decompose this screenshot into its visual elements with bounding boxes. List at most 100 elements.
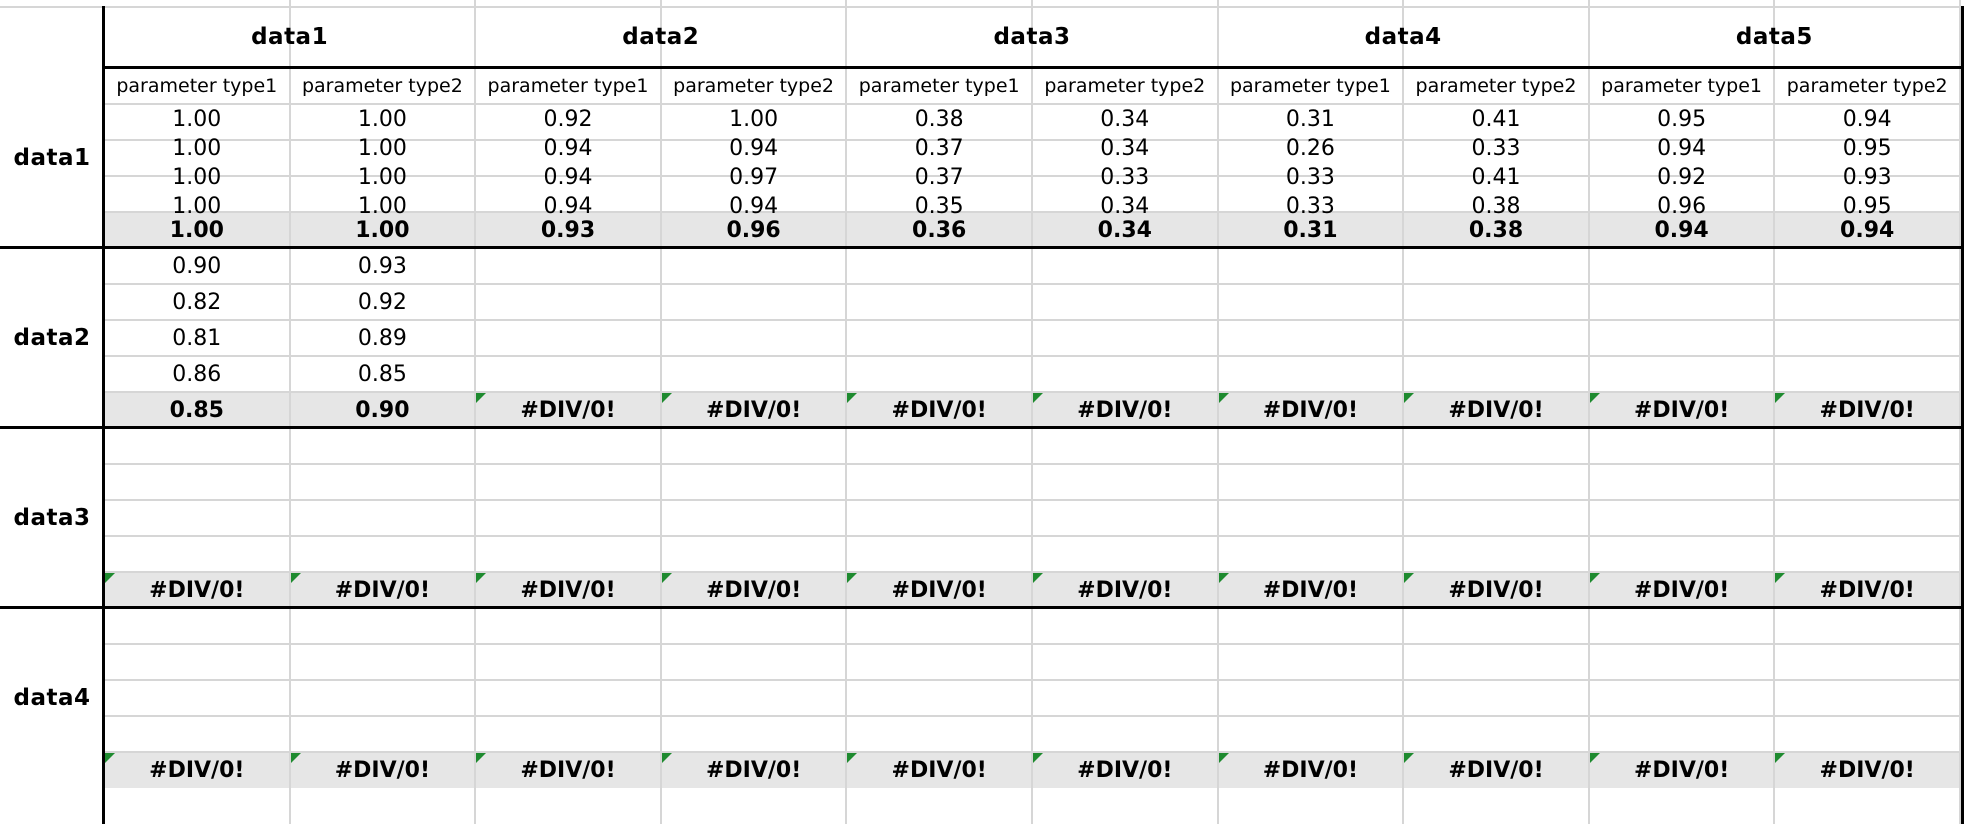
- data-cell[interactable]: 0.37: [914, 136, 964, 161]
- data-cell[interactable]: 0.94: [543, 194, 593, 219]
- data-cell[interactable]: 0.90: [172, 253, 222, 279]
- data-cell[interactable]: [475, 464, 661, 500]
- data-cell[interactable]: [290, 644, 476, 680]
- data-cell[interactable]: 0.38: [914, 107, 964, 132]
- data-cell[interactable]: [1403, 500, 1589, 536]
- average-cell[interactable]: 0.94: [1654, 217, 1709, 243]
- data-cell[interactable]: 0.92: [357, 289, 407, 315]
- data-cell[interactable]: 0.37: [914, 165, 964, 190]
- data-cell[interactable]: [846, 608, 1032, 644]
- data-cell[interactable]: [475, 680, 661, 716]
- data-cell[interactable]: 0.95: [1657, 107, 1707, 132]
- data-cell[interactable]: [661, 608, 847, 644]
- data-cell[interactable]: [104, 536, 290, 572]
- data-cell[interactable]: [104, 608, 290, 644]
- data-cell[interactable]: [1403, 356, 1589, 392]
- data-cell[interactable]: 0.96: [1657, 194, 1707, 219]
- error-cell[interactable]: #DIV/0!: [1633, 757, 1730, 783]
- data-cell[interactable]: 0.33: [1471, 136, 1521, 161]
- data-cell[interactable]: [661, 284, 847, 320]
- data-cell[interactable]: [1774, 500, 1960, 536]
- data-cell[interactable]: [104, 644, 290, 680]
- error-cell[interactable]: #DIV/0!: [1819, 397, 1915, 423]
- data-cell[interactable]: [1403, 536, 1589, 572]
- data-cell[interactable]: 0.35: [914, 194, 964, 219]
- data-cell[interactable]: [1218, 428, 1404, 464]
- data-cell[interactable]: [104, 500, 290, 536]
- error-cell[interactable]: #DIV/0!: [334, 757, 431, 783]
- average-cell[interactable]: 0.38: [1468, 217, 1524, 243]
- average-cell[interactable]: 0.96: [726, 217, 781, 243]
- data-cell[interactable]: [104, 716, 290, 752]
- data-cell[interactable]: [1218, 608, 1404, 644]
- column-group-header[interactable]: data2: [622, 24, 700, 50]
- average-cell[interactable]: 0.93: [540, 217, 596, 243]
- data-cell[interactable]: [846, 464, 1032, 500]
- parameter-type-header[interactable]: parameter type2: [1786, 74, 1948, 97]
- data-cell[interactable]: [290, 428, 476, 464]
- error-cell[interactable]: #DIV/0!: [1448, 577, 1544, 603]
- data-cell[interactable]: [1403, 248, 1589, 284]
- error-cell[interactable]: #DIV/0!: [149, 577, 245, 603]
- average-cell[interactable]: 1.00: [169, 217, 224, 243]
- data-cell[interactable]: 1.00: [357, 107, 407, 132]
- data-cell[interactable]: [661, 536, 847, 572]
- column-group-header[interactable]: data4: [1364, 24, 1442, 50]
- data-cell[interactable]: [1032, 644, 1218, 680]
- data-cell[interactable]: 0.33: [1100, 165, 1150, 190]
- data-cell[interactable]: [1774, 644, 1960, 680]
- error-cell[interactable]: #DIV/0!: [149, 757, 245, 783]
- average-cell[interactable]: 0.36: [912, 217, 967, 243]
- data-cell[interactable]: [475, 500, 661, 536]
- data-cell[interactable]: 0.92: [1657, 165, 1707, 190]
- data-cell[interactable]: 0.34: [1100, 107, 1150, 132]
- data-cell[interactable]: 1.00: [357, 194, 407, 219]
- data-cell[interactable]: [1218, 356, 1404, 392]
- data-cell[interactable]: [1589, 608, 1775, 644]
- data-cell[interactable]: [1589, 536, 1775, 572]
- data-cell[interactable]: 0.94: [729, 194, 779, 219]
- error-cell[interactable]: #DIV/0!: [1077, 757, 1173, 783]
- data-cell[interactable]: [1774, 284, 1960, 320]
- data-cell[interactable]: [661, 248, 847, 284]
- data-cell[interactable]: [475, 716, 661, 752]
- data-cell[interactable]: [290, 464, 476, 500]
- data-cell[interactable]: [846, 356, 1032, 392]
- data-cell[interactable]: [846, 248, 1032, 284]
- data-cell[interactable]: [1774, 356, 1960, 392]
- data-cell[interactable]: 0.94: [1842, 107, 1892, 132]
- data-cell[interactable]: [661, 500, 847, 536]
- data-cell[interactable]: [104, 428, 290, 464]
- data-cell[interactable]: [1774, 248, 1960, 284]
- data-cell[interactable]: [846, 680, 1032, 716]
- data-cell[interactable]: [1403, 284, 1589, 320]
- data-cell[interactable]: 1.00: [172, 107, 222, 132]
- data-cell[interactable]: [290, 680, 476, 716]
- data-cell[interactable]: 1.00: [172, 165, 222, 190]
- data-cell[interactable]: [1032, 464, 1218, 500]
- error-cell[interactable]: #DIV/0!: [520, 577, 616, 603]
- data-cell[interactable]: [1589, 644, 1775, 680]
- data-cell[interactable]: [1032, 320, 1218, 356]
- data-cell[interactable]: [1589, 320, 1775, 356]
- data-cell[interactable]: [104, 680, 290, 716]
- parameter-type-header[interactable]: parameter type1: [116, 74, 278, 97]
- data-cell[interactable]: 0.26: [1285, 136, 1335, 161]
- data-cell[interactable]: [1403, 320, 1589, 356]
- data-cell[interactable]: 0.31: [1285, 107, 1335, 132]
- data-cell[interactable]: 0.41: [1471, 107, 1521, 132]
- data-cell[interactable]: 0.33: [1285, 165, 1335, 190]
- data-cell[interactable]: [1032, 284, 1218, 320]
- data-cell[interactable]: [1218, 284, 1404, 320]
- data-cell[interactable]: 0.94: [543, 136, 593, 161]
- data-cell[interactable]: [1774, 536, 1960, 572]
- data-cell[interactable]: [475, 284, 661, 320]
- data-cell[interactable]: [1774, 320, 1960, 356]
- data-cell[interactable]: [1032, 356, 1218, 392]
- data-cell[interactable]: [290, 716, 476, 752]
- error-cell[interactable]: #DIV/0!: [334, 577, 431, 603]
- data-cell[interactable]: [661, 464, 847, 500]
- data-cell[interactable]: 0.41: [1471, 165, 1521, 190]
- data-cell[interactable]: [661, 356, 847, 392]
- data-cell[interactable]: [1032, 500, 1218, 536]
